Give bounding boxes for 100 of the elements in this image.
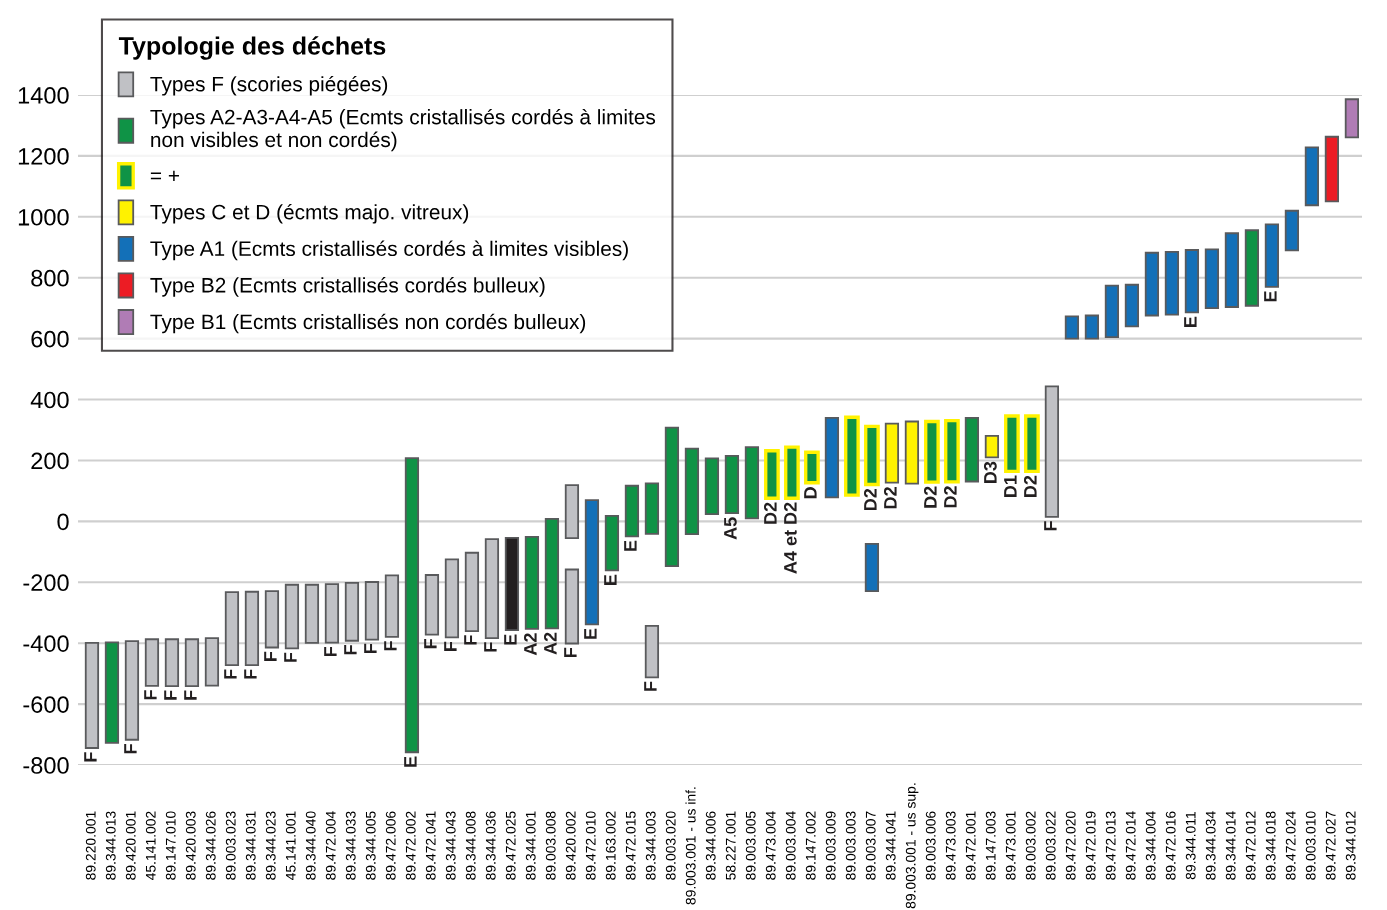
y-tick-label: -200 bbox=[23, 574, 69, 592]
x-tick-label: 89.344.003 bbox=[645, 811, 656, 880]
data-label: D2 bbox=[943, 486, 957, 508]
x-tick-label: 89.344.013 bbox=[105, 811, 116, 880]
bar bbox=[864, 543, 880, 593]
bar bbox=[624, 484, 640, 538]
x-tick-label: 89.344.012 bbox=[1345, 811, 1356, 880]
x-tick-label: 89.420.003 bbox=[185, 811, 196, 880]
x-tick-label: 89.344.018 bbox=[1265, 811, 1276, 880]
data-label: A2 bbox=[523, 633, 537, 656]
data-label: F bbox=[164, 690, 177, 700]
legend-label: Types A2-A3-A4-A5 (Ecmts cristallisés cordés à limites non visibles et non cordés) bbox=[150, 108, 656, 152]
x-tick-label: 89.344.006 bbox=[705, 811, 716, 880]
x-tick-label: 89.147.002 bbox=[805, 811, 816, 880]
bar bbox=[384, 574, 400, 638]
x-tick-label: 58.227.001 bbox=[725, 811, 736, 880]
bar bbox=[1224, 232, 1240, 308]
x-tick-label: 89.472.027 bbox=[1325, 811, 1336, 880]
x-tick-label: 89.472.002 bbox=[405, 811, 416, 880]
legend-label: Types C et D (écmts majo. vitreux) bbox=[150, 203, 469, 224]
data-label: F bbox=[484, 642, 497, 652]
bar bbox=[964, 416, 980, 483]
x-tick-label: 89.344.034 bbox=[1205, 811, 1216, 880]
data-label: D3 bbox=[983, 461, 997, 483]
x-tick-label: 89.003.022 bbox=[1045, 811, 1056, 880]
data-label: A5 bbox=[724, 517, 737, 540]
x-tick-label: 89.003.001 - us sup. bbox=[905, 783, 919, 909]
bar bbox=[424, 574, 440, 636]
y-tick-label: -400 bbox=[23, 635, 69, 652]
x-tick-label: 89.472.024 bbox=[1285, 811, 1296, 880]
data-label: F bbox=[344, 645, 357, 655]
bar bbox=[364, 581, 380, 641]
y-tick-label: 1000 bbox=[18, 208, 69, 226]
x-tick-label: 89.220.001 bbox=[85, 811, 96, 880]
bar bbox=[504, 536, 520, 632]
legend-label: Type A1 (Ecmts cristallisés cordés à limites visibles) bbox=[150, 240, 628, 261]
bar bbox=[124, 640, 140, 741]
y-tick-label: -800 bbox=[23, 757, 69, 774]
bar bbox=[284, 583, 300, 650]
y-tick-label: 600 bbox=[31, 330, 69, 348]
x-tick-label: 89.472.013 bbox=[1105, 811, 1116, 880]
x-tick-label: 89.420.002 bbox=[565, 811, 576, 880]
bar bbox=[644, 482, 660, 535]
bar bbox=[104, 641, 120, 744]
x-tick-label: 89.344.036 bbox=[485, 811, 496, 880]
x-tick-label: 89.003.023 bbox=[225, 811, 236, 880]
data-label: F bbox=[644, 681, 657, 691]
x-tick-label: 89.003.005 bbox=[745, 811, 756, 880]
legend-label: Type B1 (Ecmts cristallisés non cordés bulleux) bbox=[150, 313, 586, 334]
bar bbox=[1284, 209, 1300, 252]
x-tick-label: 89.472.025 bbox=[505, 811, 516, 880]
x-tick-label: 45.141.002 bbox=[145, 811, 156, 881]
bar bbox=[584, 499, 600, 626]
bar bbox=[224, 591, 240, 667]
data-label: F bbox=[184, 690, 197, 700]
bar bbox=[204, 637, 220, 687]
bar bbox=[1304, 146, 1320, 207]
data-label: F bbox=[564, 647, 577, 657]
y-tick-label: 1200 bbox=[18, 147, 69, 165]
data-label: D2 bbox=[923, 486, 937, 508]
bar bbox=[1084, 314, 1100, 340]
x-tick-label: 89.473.003 bbox=[945, 811, 956, 880]
x-tick-label: 89.003.003 bbox=[845, 811, 856, 880]
data-label: F bbox=[144, 690, 157, 700]
legend-label: Type B2 (Ecmts cristallisés cordés bulleux) bbox=[150, 277, 545, 297]
bar bbox=[1124, 283, 1140, 328]
data-label: D2 bbox=[1023, 475, 1037, 497]
x-tick-label: 89.003.002 bbox=[1025, 811, 1036, 880]
legend-label: = + bbox=[150, 170, 179, 181]
x-tick-label: 89.420.001 bbox=[125, 811, 136, 880]
x-tick-label: 89.344.014 bbox=[1225, 811, 1236, 880]
x-tick-label: 89.344.033 bbox=[345, 811, 356, 880]
bar bbox=[884, 422, 900, 484]
bar bbox=[984, 434, 1000, 459]
bar bbox=[484, 538, 500, 639]
data-label: D bbox=[804, 487, 817, 499]
x-tick-label: 89.003.001 - us inf. bbox=[685, 787, 696, 905]
bar bbox=[324, 583, 340, 644]
x-tick-label: 89.473.001 bbox=[1005, 811, 1016, 880]
x-tick-label: 89.003.010 bbox=[1305, 811, 1316, 880]
bar bbox=[1044, 385, 1060, 518]
bar bbox=[684, 447, 700, 536]
bar bbox=[1104, 284, 1120, 339]
data-label: E bbox=[624, 540, 637, 551]
data-label: F bbox=[244, 669, 257, 679]
bar bbox=[604, 515, 620, 572]
bar bbox=[824, 416, 840, 499]
data-label: F bbox=[424, 639, 437, 649]
data-label: D2 bbox=[763, 502, 777, 524]
x-tick-label: 89.473.004 bbox=[765, 811, 776, 880]
x-tick-label: 89.344.031 bbox=[245, 811, 256, 880]
bar bbox=[344, 582, 360, 642]
data-label: F bbox=[464, 635, 477, 645]
y-tick-label: 0 bbox=[57, 513, 69, 531]
bar bbox=[144, 638, 160, 687]
data-label: E bbox=[584, 628, 597, 639]
x-tick-label: 89.344.001 bbox=[525, 811, 536, 880]
bar bbox=[1184, 249, 1200, 314]
bar bbox=[264, 590, 280, 649]
data-label: D2 bbox=[863, 488, 877, 511]
